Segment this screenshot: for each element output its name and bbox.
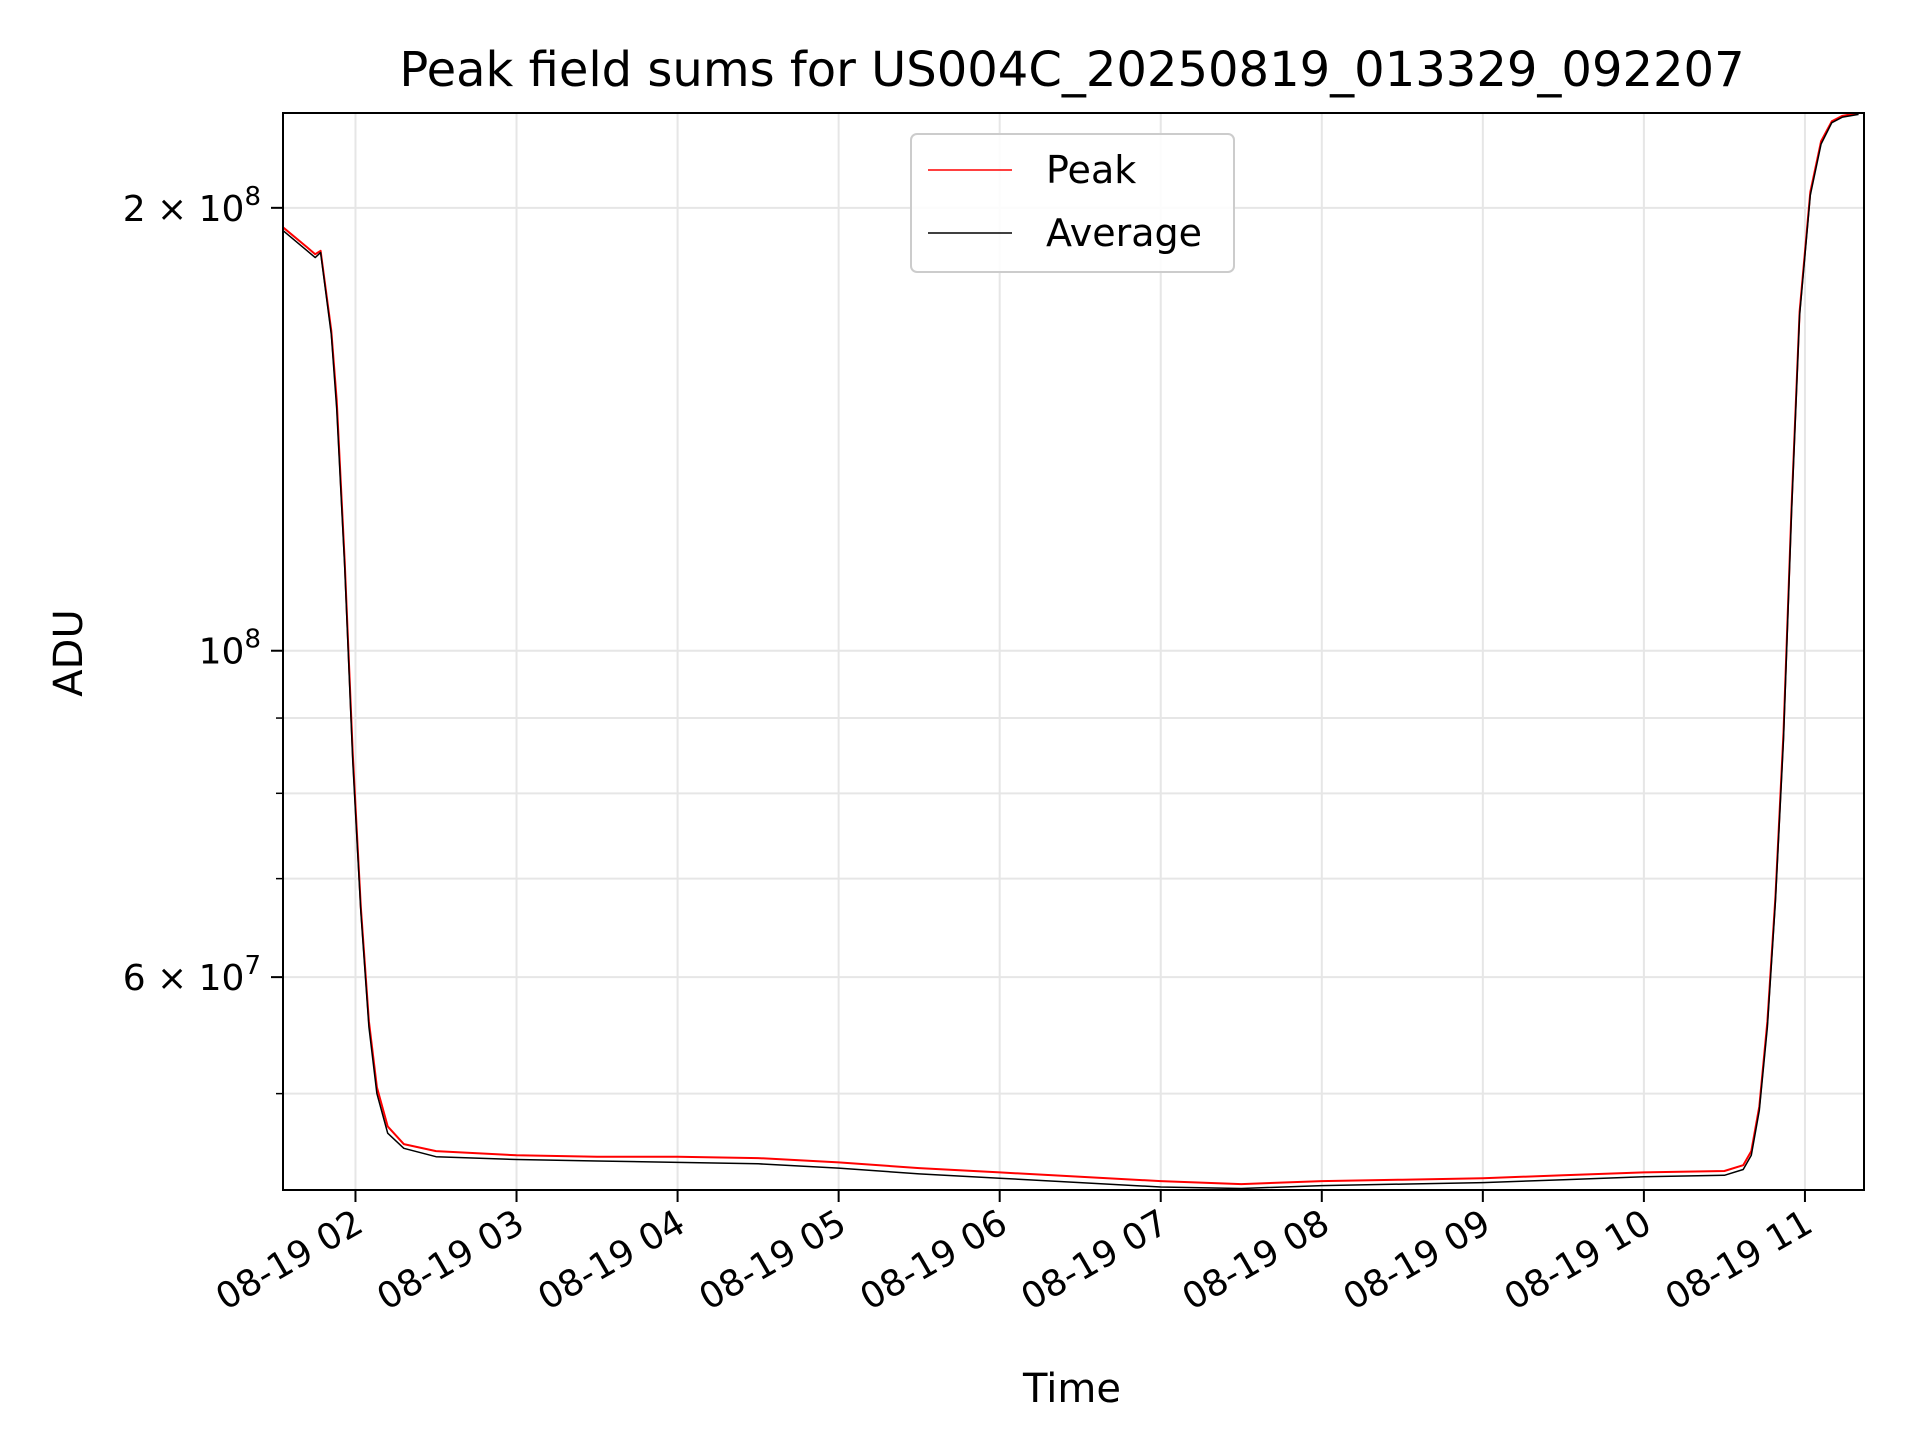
grid	[283, 113, 1864, 1190]
legend-label-average: Average	[1046, 211, 1202, 255]
chart-title: Peak field sums for US004C_20250819_0133…	[399, 42, 1744, 98]
legend: Peak Average	[910, 133, 1235, 273]
y-tick-label: 2 × 108	[123, 182, 261, 230]
series-line-average	[282, 113, 1859, 1190]
plot-lines	[282, 112, 1859, 1190]
y-axis-label: ADU	[46, 609, 92, 696]
legend-label-peak: Peak	[1046, 148, 1136, 192]
x-axis-label: Time	[1022, 1366, 1121, 1412]
legend-box	[910, 133, 1235, 273]
y-axis: 6 × 107 108 2 × 108	[123, 182, 283, 1095]
y-tick-label: 6 × 107	[123, 951, 261, 999]
y-tick-label: 108	[199, 625, 261, 673]
